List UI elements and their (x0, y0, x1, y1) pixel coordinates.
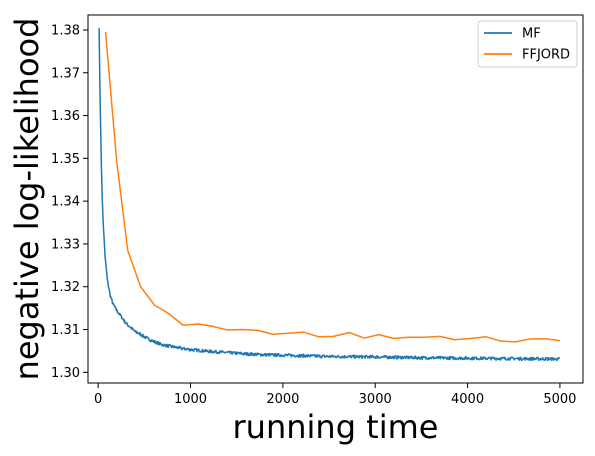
plot-area (88, 15, 583, 383)
y-tick-label: 1.38 (51, 23, 80, 38)
y-tick-label: 1.32 (51, 280, 80, 295)
x-axis-title: running time (233, 408, 439, 446)
legend-label-ffjord: FFJORD (522, 48, 570, 63)
series-layer (98, 27, 561, 362)
x-tick-label: 1000 (174, 392, 207, 407)
x-tick-label: 5000 (543, 392, 576, 407)
y-tick-label: 1.31 (51, 323, 80, 338)
y-tick-label: 1.34 (51, 195, 80, 210)
y-tick-label: 1.36 (51, 109, 80, 124)
y-tick-label: 1.30 (51, 366, 80, 381)
legend: MF FFJORD (477, 20, 578, 68)
y-tick-label: 1.35 (51, 152, 80, 167)
x-tick-label: 2000 (266, 392, 299, 407)
y-tick-label: 1.37 (51, 66, 80, 81)
x-tick-label: 3000 (359, 392, 392, 407)
x-axis-ticks: 0 1000 2000 3000 4000 5000 (94, 383, 576, 407)
x-tick-label: 0 (94, 392, 102, 407)
y-axis-title: negative log-likelihood (8, 18, 46, 381)
y-tick-label: 1.33 (51, 237, 80, 252)
series-line-ffjord (104, 32, 561, 343)
legend-label-mf: MF (522, 27, 541, 42)
y-axis-ticks: 1.30 1.31 1.32 1.33 1.34 1.35 1.36 1.37 1.38 (51, 23, 88, 381)
series-line-mf (98, 27, 561, 362)
x-tick-label: 4000 (451, 392, 484, 407)
plot-frame (87, 14, 584, 384)
